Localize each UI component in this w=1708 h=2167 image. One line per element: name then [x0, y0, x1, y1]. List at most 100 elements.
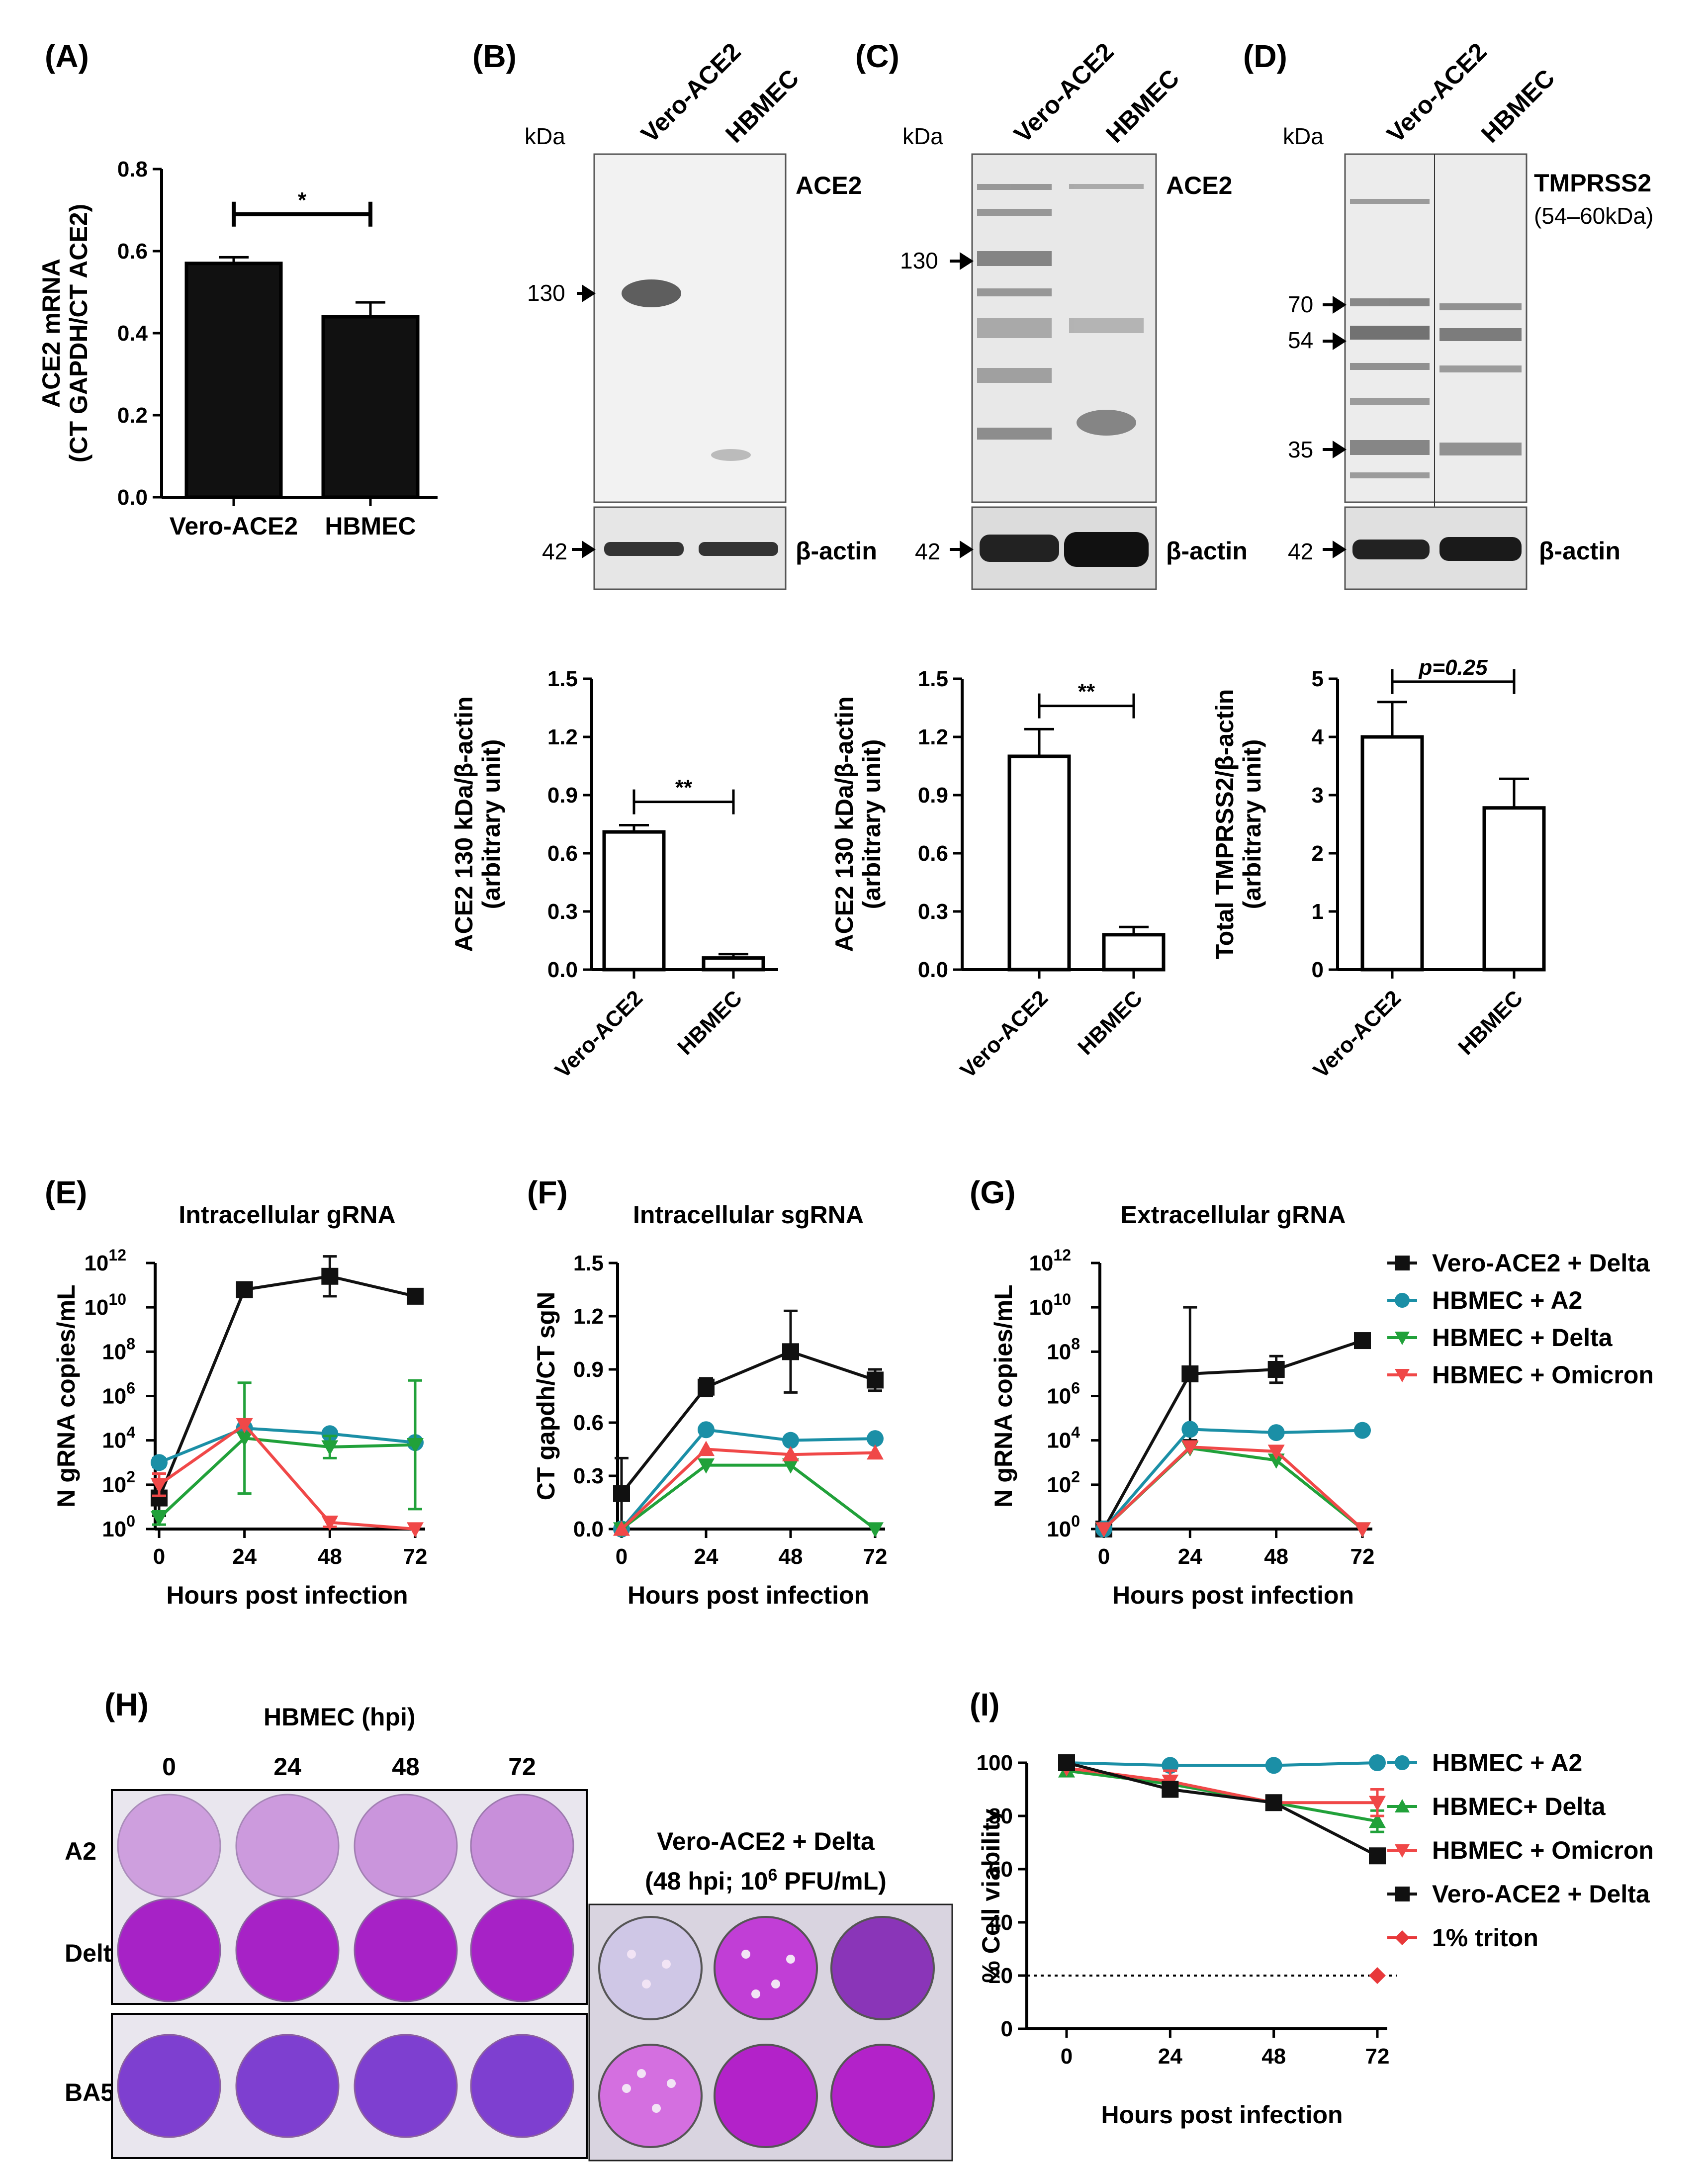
marker-triangle-down — [1181, 1440, 1199, 1456]
marker-diamond — [1395, 1930, 1410, 1945]
panel-label-b: (B) — [472, 38, 517, 74]
vero-well — [714, 2044, 818, 2148]
blot-c-actin-band-hbmec — [1064, 532, 1149, 567]
x-tick-label: 48 — [318, 1544, 342, 1569]
blot-d-actin-band-vero — [1352, 540, 1430, 559]
x-tick-label: 24 — [1158, 2044, 1182, 2069]
x-tick-label: 72 — [1350, 1544, 1375, 1569]
x-tick-label: 72 — [863, 1544, 888, 1569]
y-tick-label: 1.2 — [547, 725, 578, 749]
chart-g: 100 102 104 106 108 1010 1012 0 24 48 72 Hours post… — [989, 1201, 1654, 1609]
blot-b-arrowhead-130 — [582, 284, 596, 302]
y-tick-label: 0.0 — [918, 958, 948, 982]
y-tick-label: 0.0 — [573, 1517, 604, 1541]
marker-circle — [1369, 1754, 1386, 1771]
y-tick-label: 102 — [1047, 1468, 1080, 1497]
y-tick-label: 0 — [1312, 958, 1324, 982]
y-tick-label: 0.3 — [918, 900, 948, 924]
x-tick-label: 48 — [779, 1544, 803, 1569]
y-tick-label: 100 — [977, 1751, 1013, 1775]
blot-c-bands — [977, 184, 1144, 440]
marker-triangle-down — [1369, 1796, 1386, 1811]
panel-label-c: (C) — [855, 38, 899, 74]
blot-b-band-vero — [622, 279, 681, 307]
marker-square — [1058, 1754, 1075, 1771]
x-tick-label: HBMEC — [325, 512, 416, 540]
x-tick-label: HBMEC — [673, 986, 747, 1060]
y-tick-label: 1.5 — [918, 667, 948, 691]
y-tick-label: 1.2 — [918, 725, 948, 749]
x-tick-label: 72 — [403, 1544, 428, 1569]
vero-plate-title-1: Vero-ACE2 + Delta — [657, 1827, 875, 1855]
blot-d-target: TMPRSS2 — [1534, 169, 1651, 197]
bar — [321, 315, 420, 499]
blot-b-marker-42: 42 — [542, 539, 567, 564]
y-axis-label: CT gapdh/CT sgN — [532, 1292, 560, 1500]
marker-square — [321, 1267, 339, 1285]
series-line — [158, 1427, 416, 1464]
legend-label: HBMEC + Omicron — [1432, 1361, 1654, 1389]
bar — [1482, 806, 1546, 972]
y-tick-label: 5 — [1312, 667, 1324, 691]
marker-square — [867, 1371, 884, 1389]
x-axis-label: Hours post infection — [1101, 2101, 1343, 2129]
blot-d-arrowhead-54 — [1333, 332, 1347, 350]
x-tick-label: 72 — [1365, 2044, 1390, 2069]
marker-triangle-down — [1395, 1332, 1410, 1345]
vero-well — [830, 2044, 935, 2148]
y-axis-label: ACE2 mRNA — [37, 259, 65, 408]
plates-row-a2: A2 — [65, 1837, 96, 1865]
blot-c-arrowhead-42 — [960, 541, 974, 558]
marker-square — [1181, 1365, 1199, 1382]
vero-plate-title-2: (48 hpi; 106 PFU/mL) — [645, 1866, 887, 1895]
x-tick-label: Vero-ACE2 — [550, 986, 647, 1083]
vero-wells — [598, 1916, 935, 2148]
series-line — [1102, 1445, 1364, 1531]
plate-well — [117, 1794, 221, 1898]
legend-label: Vero-ACE2 + Delta — [1432, 1249, 1650, 1277]
significance-label: ** — [1078, 680, 1095, 704]
blot-d-lane-hbmec: HBMEC — [1476, 64, 1560, 148]
y-tick-label: 40 — [989, 1910, 1013, 1935]
blot-d-target-sub: (54–60kDa) — [1534, 203, 1653, 229]
panel-label-g: (G) — [970, 1174, 1015, 1210]
marker-triangle-down — [1354, 1522, 1371, 1537]
chart-b: 0.0 0.3 0.6 0.9 1.2 1.5 Vero-ACE2 HBMEC ACE2 130… — [450, 667, 778, 1083]
plate-well — [235, 1898, 340, 2002]
marker-triangle-down — [1267, 1445, 1285, 1460]
plaque — [771, 1980, 780, 1988]
blot-c-actin-label: β-actin — [1166, 537, 1248, 565]
marker-square — [1267, 1361, 1285, 1378]
marker-circle — [1354, 1422, 1371, 1439]
y-axis-label: % Cell viability — [977, 1808, 1005, 1983]
series-line — [620, 1428, 876, 1530]
marker-square — [1265, 1794, 1282, 1811]
blot-d-arrowhead-35 — [1333, 441, 1347, 458]
panel-label-f: (F) — [527, 1174, 568, 1210]
plaque — [667, 2079, 676, 2088]
blot-c-kda: kDa — [902, 123, 943, 149]
plate-well — [354, 1898, 458, 2002]
marker-triangle-down — [1395, 1844, 1410, 1858]
panel-label-d: (D) — [1243, 38, 1287, 74]
series-line — [621, 1463, 876, 1531]
legend-label: Vero-ACE2 + Delta — [1432, 1880, 1650, 1908]
blot-d-marker-54: 54 — [1288, 327, 1313, 353]
marker-square — [407, 1287, 424, 1305]
legend-label: HBMEC+ Delta — [1432, 1793, 1606, 1820]
y-tick-label: 104 — [102, 1424, 135, 1453]
marker-triangle-down — [151, 1478, 168, 1493]
y-tick-label: 0.4 — [117, 321, 148, 346]
y-tick-label: 108 — [102, 1335, 135, 1364]
y-tick-label: 0.8 — [117, 157, 148, 181]
series-line — [158, 1423, 416, 1531]
plaque — [741, 1950, 750, 1959]
plate-well — [470, 1794, 574, 1898]
plaque — [637, 2069, 646, 2078]
blot-d-marker-70: 70 — [1288, 291, 1313, 317]
legend-label: HBMEC + A2 — [1432, 1286, 1582, 1314]
x-tick-label: 48 — [1261, 2044, 1286, 2069]
chart-f: 0.0 0.3 0.6 0.9 1.2 1.5 0 24 48 72 Hours post infe… — [532, 1201, 887, 1609]
marker-triangle-down — [151, 1511, 168, 1527]
y-tick-label: 0.6 — [547, 841, 578, 866]
